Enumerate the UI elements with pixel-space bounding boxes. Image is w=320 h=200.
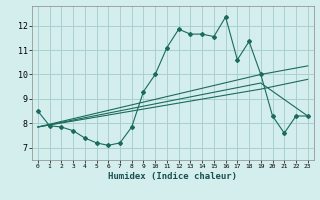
X-axis label: Humidex (Indice chaleur): Humidex (Indice chaleur) [108,172,237,181]
